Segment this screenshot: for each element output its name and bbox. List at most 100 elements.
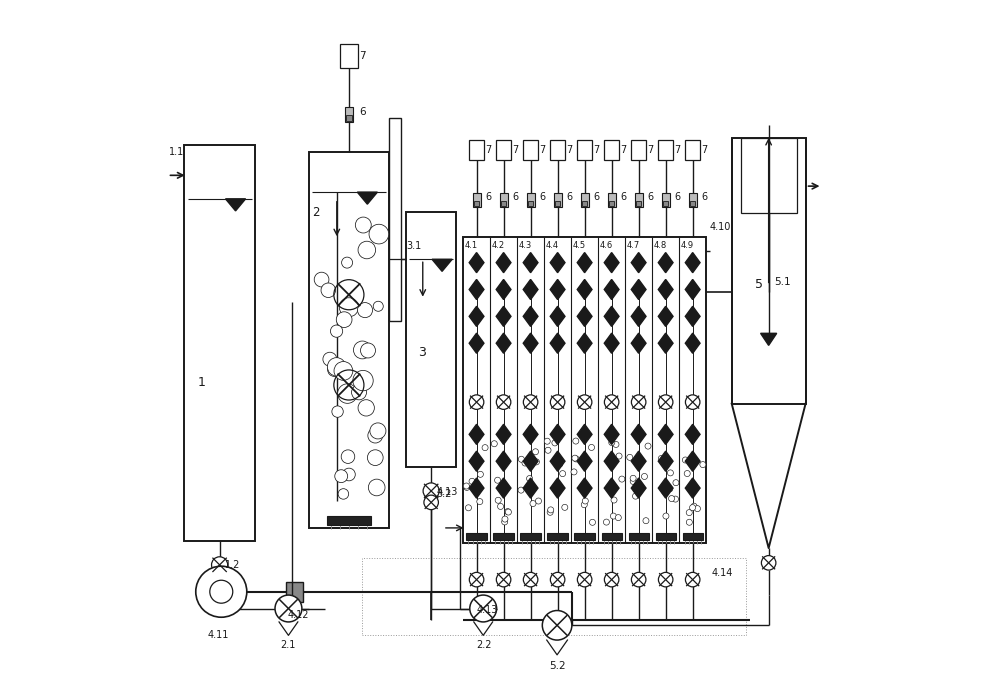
Polygon shape <box>577 478 592 498</box>
Circle shape <box>533 459 539 465</box>
Polygon shape <box>523 451 538 471</box>
Polygon shape <box>577 333 592 353</box>
Polygon shape <box>631 424 646 444</box>
Bar <box>547 532 568 540</box>
Circle shape <box>334 361 353 380</box>
Polygon shape <box>685 424 700 444</box>
Circle shape <box>572 455 578 461</box>
Text: 1.1: 1.1 <box>169 147 184 157</box>
Text: 6: 6 <box>620 192 626 203</box>
Circle shape <box>669 495 675 501</box>
Polygon shape <box>685 333 700 353</box>
Text: 4.1: 4.1 <box>464 242 478 250</box>
Polygon shape <box>469 252 484 273</box>
Text: 6: 6 <box>485 192 491 203</box>
Circle shape <box>523 572 538 587</box>
Circle shape <box>632 493 639 499</box>
Circle shape <box>690 505 696 511</box>
Text: 7: 7 <box>539 145 546 155</box>
Bar <box>346 116 352 121</box>
Circle shape <box>604 572 619 587</box>
Polygon shape <box>523 424 538 444</box>
Circle shape <box>338 489 349 499</box>
Polygon shape <box>550 333 565 353</box>
Polygon shape <box>685 451 700 471</box>
Polygon shape <box>550 252 565 273</box>
Circle shape <box>627 454 633 460</box>
Circle shape <box>370 423 386 439</box>
Text: 4.9: 4.9 <box>681 242 694 250</box>
Polygon shape <box>685 252 700 273</box>
Circle shape <box>367 450 383 466</box>
Polygon shape <box>658 333 673 353</box>
Circle shape <box>336 312 352 328</box>
Polygon shape <box>658 252 673 273</box>
Circle shape <box>544 438 550 444</box>
Circle shape <box>353 370 373 391</box>
Circle shape <box>335 470 348 483</box>
Circle shape <box>691 503 697 509</box>
Bar <box>340 44 358 68</box>
Circle shape <box>353 341 371 359</box>
Text: 6: 6 <box>539 192 545 203</box>
Circle shape <box>477 499 483 505</box>
Polygon shape <box>631 306 646 326</box>
Circle shape <box>548 507 554 513</box>
Text: 4.13: 4.13 <box>477 605 498 615</box>
Circle shape <box>684 470 690 476</box>
Bar <box>286 581 303 602</box>
Polygon shape <box>577 451 592 471</box>
Circle shape <box>658 456 664 462</box>
Polygon shape <box>550 478 565 498</box>
Text: 7: 7 <box>620 145 627 155</box>
Circle shape <box>321 283 336 297</box>
Polygon shape <box>550 424 565 444</box>
Bar <box>690 201 695 205</box>
Circle shape <box>532 449 539 455</box>
Polygon shape <box>469 333 484 353</box>
Circle shape <box>589 520 595 526</box>
Circle shape <box>465 505 471 511</box>
Text: 6: 6 <box>512 192 518 203</box>
Circle shape <box>542 610 572 640</box>
Circle shape <box>339 297 358 317</box>
Bar <box>550 140 565 160</box>
Circle shape <box>550 572 565 587</box>
Circle shape <box>700 462 706 468</box>
Circle shape <box>616 453 622 459</box>
Bar <box>683 532 703 540</box>
Circle shape <box>641 473 647 479</box>
Bar <box>469 140 484 160</box>
Circle shape <box>502 516 508 522</box>
Text: 7: 7 <box>512 145 519 155</box>
Circle shape <box>615 515 621 521</box>
Circle shape <box>342 257 353 268</box>
Polygon shape <box>523 478 538 498</box>
Circle shape <box>505 509 511 515</box>
Circle shape <box>352 385 367 400</box>
Circle shape <box>496 572 511 587</box>
Bar <box>327 516 371 524</box>
Bar <box>581 193 589 207</box>
Circle shape <box>523 395 538 409</box>
Polygon shape <box>658 424 673 444</box>
Circle shape <box>502 519 508 525</box>
Bar <box>463 237 706 542</box>
Bar <box>604 140 619 160</box>
Text: 3.2: 3.2 <box>437 489 452 499</box>
Bar <box>602 532 622 540</box>
Polygon shape <box>577 279 592 299</box>
Circle shape <box>482 445 488 451</box>
Text: 2.2: 2.2 <box>476 641 492 650</box>
Bar <box>656 532 676 540</box>
Bar <box>493 532 514 540</box>
Circle shape <box>673 480 679 486</box>
Text: 2: 2 <box>312 206 319 219</box>
Circle shape <box>368 428 383 443</box>
Bar <box>184 145 255 541</box>
Text: 6: 6 <box>701 192 708 203</box>
Polygon shape <box>631 252 646 273</box>
Circle shape <box>547 509 553 516</box>
Bar <box>528 201 533 205</box>
Text: 7: 7 <box>593 145 600 155</box>
